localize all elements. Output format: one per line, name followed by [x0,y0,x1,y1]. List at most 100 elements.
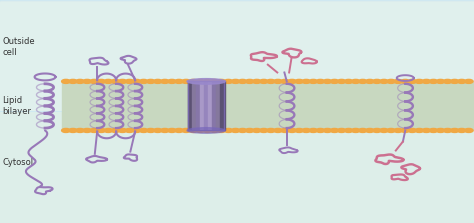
Bar [0,1,474,55]
Text: Cytosol: Cytosol [2,158,34,167]
Circle shape [358,128,367,132]
Bar [0,1,474,38]
Bar [0,1,474,43]
Circle shape [465,128,473,132]
Circle shape [302,128,310,132]
Bar [0,1,474,18]
Bar [0,1,474,16]
Circle shape [415,79,424,83]
Bar [0,2,474,97]
Bar [0,2,474,106]
Circle shape [457,79,466,83]
Circle shape [365,128,374,132]
Bar [0,2,474,58]
Bar [220,81,225,130]
Circle shape [337,128,346,132]
Circle shape [175,79,183,83]
Circle shape [168,128,176,132]
Bar [0,1,474,20]
Bar [0,2,474,86]
Circle shape [450,128,459,132]
Bar [0,2,474,59]
Bar [0,2,474,109]
Circle shape [429,128,438,132]
Bar [208,81,213,130]
Bar [0,2,474,105]
Bar [0,1,474,6]
Bar [0,2,474,89]
Circle shape [457,128,466,132]
Bar [0,1,474,52]
Text: Lipid
bilayer: Lipid bilayer [2,96,31,116]
Circle shape [69,128,77,132]
Circle shape [224,79,233,83]
Circle shape [344,79,353,83]
Circle shape [175,128,183,132]
Circle shape [118,79,127,83]
Bar [0,1,474,19]
Bar [0,2,474,64]
Circle shape [408,79,417,83]
Bar [0,2,474,68]
Circle shape [273,128,282,132]
Circle shape [295,128,303,132]
Circle shape [330,79,339,83]
Bar [0,1,474,25]
Bar [0,1,474,22]
Bar [0,1,474,45]
Bar [0,1,474,3]
Bar [0,1,474,31]
Bar [0,1,474,54]
Circle shape [273,79,282,83]
Bar [0,1,474,17]
Circle shape [387,79,395,83]
Circle shape [203,128,211,132]
Bar [0,2,474,90]
Bar [0,1,474,49]
Circle shape [422,79,431,83]
Circle shape [253,128,261,132]
Bar [0,1,474,51]
Circle shape [97,128,106,132]
Circle shape [83,79,91,83]
Circle shape [281,128,289,132]
Ellipse shape [187,128,226,133]
Circle shape [196,128,204,132]
Circle shape [161,79,169,83]
Bar [0,2,474,93]
Circle shape [203,79,211,83]
Circle shape [288,128,296,132]
Bar [0,1,474,36]
Circle shape [83,128,91,132]
Circle shape [323,128,332,132]
Bar [192,81,197,130]
Bar [0,2,474,94]
Circle shape [337,79,346,83]
Circle shape [373,79,381,83]
Bar [0,1,474,47]
Circle shape [132,128,141,132]
Circle shape [281,79,289,83]
Bar [0,2,474,83]
Bar [0,1,474,28]
Circle shape [238,79,247,83]
Circle shape [309,79,318,83]
Circle shape [309,128,318,132]
Bar [0,2,474,62]
Circle shape [443,128,452,132]
Circle shape [90,128,99,132]
Bar [0,1,474,7]
Bar [0,2,474,108]
Circle shape [139,128,148,132]
Circle shape [266,128,275,132]
Circle shape [429,79,438,83]
Bar [0,2,474,69]
Bar [0,1,474,40]
Bar [0,1,474,23]
Circle shape [118,128,127,132]
Circle shape [146,79,155,83]
Bar [0,2,474,65]
Circle shape [76,79,84,83]
Bar [0,2,474,57]
Bar [0,1,474,2]
